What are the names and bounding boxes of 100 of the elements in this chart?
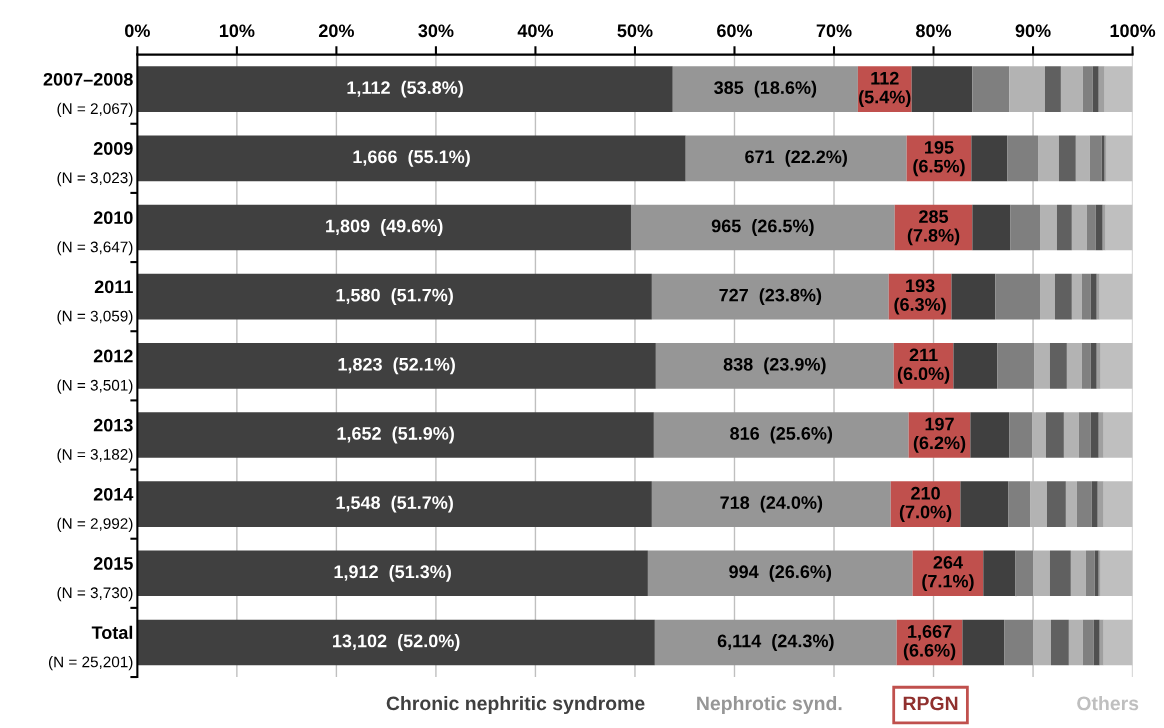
bar — [1100, 343, 1133, 389]
bar — [137, 135, 686, 182]
bar — [1106, 135, 1133, 182]
bar — [951, 273, 996, 320]
data-label: 1,548 (51.7%) — [336, 495, 453, 513]
bar — [1063, 412, 1079, 458]
data-label: 671 (22.2%) — [745, 149, 847, 167]
bar — [1099, 273, 1133, 320]
bar — [1089, 135, 1102, 182]
bar — [651, 481, 891, 527]
bar — [1010, 204, 1041, 251]
data-label: 1,912 (51.3%) — [334, 564, 451, 582]
bar — [1040, 204, 1057, 251]
x-tick-label: 80% — [916, 24, 952, 38]
bar — [997, 343, 1035, 389]
bar — [1075, 135, 1090, 182]
bar — [1096, 273, 1100, 320]
bar — [1009, 412, 1033, 458]
bar — [972, 204, 1011, 251]
y-tick-label: 2014 (N = 2,992) — [57, 487, 134, 532]
bar — [1097, 481, 1104, 527]
bar — [953, 343, 998, 389]
data-label: 1,666 (55.1%) — [353, 149, 470, 167]
bar — [137, 204, 631, 251]
series-label: Nephrotic synd. — [697, 695, 842, 715]
data-label: 112 (5.4%) — [859, 71, 911, 107]
bar — [960, 481, 1009, 527]
x-tick-label: 60% — [717, 24, 753, 38]
bar — [1095, 204, 1103, 251]
data-label: 1,667 (6.6%) — [903, 625, 956, 661]
y-tick-label: 2010 (N = 3,647) — [57, 211, 133, 256]
series-label: RPGN — [903, 696, 958, 711]
bar — [1015, 550, 1034, 597]
bar — [971, 135, 1008, 182]
bar — [972, 66, 1010, 112]
data-label: 385 (18.6%) — [714, 80, 817, 98]
bar — [1090, 412, 1099, 458]
bar — [1098, 66, 1105, 112]
bar — [1056, 204, 1072, 251]
data-label: 1,809 (49.6%) — [326, 219, 443, 236]
bar — [1082, 66, 1093, 112]
data-label: 965 (26.5%) — [711, 219, 814, 236]
x-tick-label: 50% — [617, 24, 653, 38]
bar — [1104, 66, 1133, 112]
bar — [1076, 481, 1092, 527]
x-tick-label: 100% — [1110, 24, 1156, 38]
bar — [1045, 412, 1064, 458]
bar — [1102, 204, 1106, 251]
bar — [1099, 619, 1104, 666]
bar — [1054, 273, 1072, 320]
data-label: 197 (6.2%) — [913, 417, 966, 453]
bar — [1008, 481, 1031, 527]
bar — [1044, 66, 1061, 112]
x-tick-label: 70% — [816, 24, 852, 38]
data-label: 994 (26.6%) — [729, 564, 832, 582]
bar — [983, 550, 1016, 597]
bar — [1071, 204, 1087, 251]
bar — [970, 412, 1010, 458]
bar — [1050, 619, 1069, 666]
bar — [1038, 135, 1059, 182]
bar — [1094, 550, 1099, 597]
y-tick-label: 2012 (N = 3,501) — [57, 349, 133, 394]
bar — [1007, 135, 1039, 182]
x-tick-label: 10% — [219, 24, 255, 38]
bar — [1068, 619, 1083, 666]
data-label: 1,580 (51.7%) — [336, 288, 453, 306]
data-label: 210 (7.0%) — [899, 486, 952, 522]
bar — [1103, 481, 1133, 527]
bar — [685, 135, 907, 182]
bar — [137, 343, 656, 389]
data-label: 1,652 (51.9%) — [337, 426, 454, 444]
series-label: Others — [1077, 695, 1139, 711]
x-tick-label: 30% — [418, 24, 454, 38]
bar — [1098, 412, 1104, 458]
bar — [137, 273, 652, 320]
bar — [1103, 619, 1133, 666]
series-label: Chronic nephritic syndrome — [386, 695, 645, 715]
bar — [1049, 550, 1071, 597]
y-tick-label: 2013 (N = 3,182) — [57, 418, 133, 463]
bar — [1034, 343, 1050, 389]
bar — [1060, 66, 1083, 112]
bar — [1100, 550, 1133, 597]
bar — [1085, 550, 1095, 597]
bar — [672, 66, 858, 112]
y-tick-label: 2015 (N = 3,730) — [57, 557, 133, 602]
bar — [137, 412, 654, 458]
bar — [911, 66, 973, 112]
data-label: 727 (23.8%) — [719, 288, 822, 306]
bar — [1091, 481, 1098, 527]
bar — [995, 273, 1041, 320]
bar — [1065, 481, 1077, 527]
y-tick-label: Total (N = 25,201) — [48, 625, 133, 671]
bar — [647, 550, 913, 597]
bar — [1066, 343, 1082, 389]
bar — [1058, 135, 1076, 182]
bar — [1078, 412, 1091, 458]
bar — [137, 481, 652, 527]
data-label: 1,112 (53.8%) — [347, 80, 463, 98]
bar — [1081, 343, 1091, 389]
bar — [962, 619, 1005, 666]
